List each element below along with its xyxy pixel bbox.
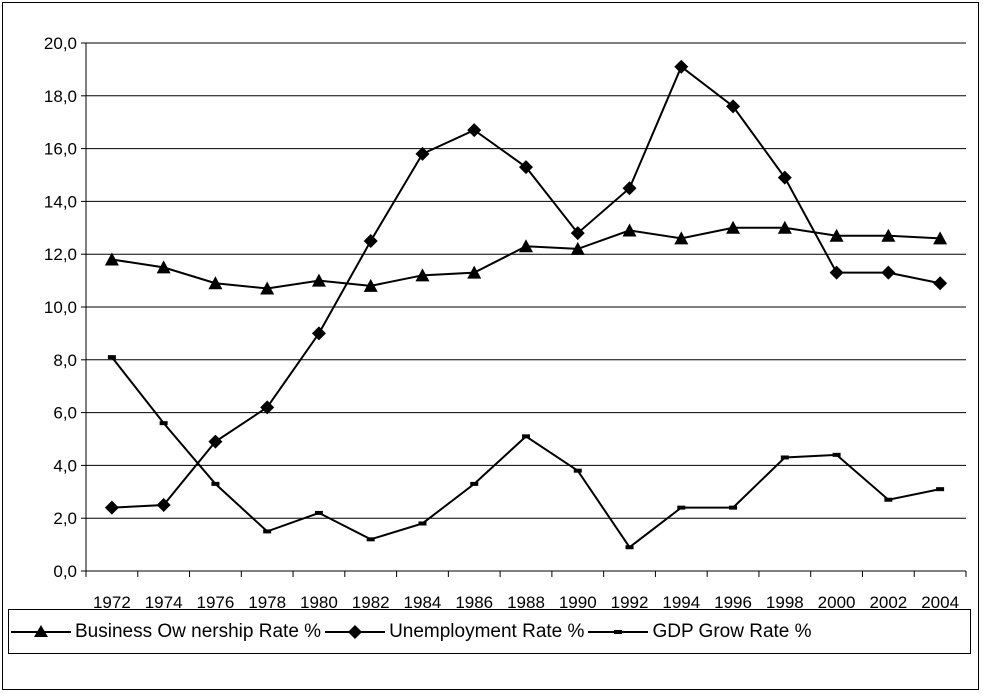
x-tick-label: 1998 <box>766 593 804 612</box>
triangle-point <box>156 260 171 274</box>
triangle-point <box>570 241 585 255</box>
diamond-point <box>933 276 948 291</box>
dash-point <box>677 505 686 510</box>
diamond-point <box>519 160 533 175</box>
y-tick-label: 6,0 <box>53 404 77 423</box>
diamond-point <box>208 434 223 449</box>
diamond-marker-icon <box>325 624 386 639</box>
dash-point <box>366 537 375 542</box>
diamond-point <box>570 226 585 241</box>
dash-point <box>470 481 479 486</box>
y-tick-label: 20,0 <box>44 34 77 53</box>
y-tick-label: 4,0 <box>53 456 77 475</box>
triangle-point <box>674 231 689 245</box>
y-tick-label: 12,0 <box>44 245 77 264</box>
x-tick-label: 2002 <box>869 593 907 612</box>
dash-point <box>159 421 168 426</box>
triangle-marker-icon <box>11 624 71 637</box>
y-tick-label: 14,0 <box>44 192 77 211</box>
y-tick-label: 8,0 <box>53 351 77 370</box>
x-tick-label: 1994 <box>662 593 700 612</box>
triangle-point <box>467 265 482 279</box>
dash-point <box>884 497 893 502</box>
diamond-point <box>260 400 275 415</box>
dash-point <box>936 487 945 492</box>
dash-point <box>418 521 427 526</box>
triangle-point <box>363 278 378 292</box>
dash-point <box>625 545 634 550</box>
triangle-point <box>777 220 792 234</box>
x-tick-label: 1980 <box>300 593 338 612</box>
x-tick-label: 1972 <box>93 593 131 612</box>
chart-legend: Business Ow nership Rate % Unemployment … <box>8 609 971 654</box>
y-tick-label: 10,0 <box>44 298 77 317</box>
x-tick-label: 1986 <box>455 593 493 612</box>
diamond-point <box>467 123 482 138</box>
dash-point <box>780 455 789 460</box>
diamond-point <box>156 498 171 512</box>
diamond-point <box>622 181 637 196</box>
dash-point <box>211 481 220 486</box>
x-tick-label: 1992 <box>611 593 649 612</box>
y-tick-label: 2,0 <box>53 509 77 528</box>
legend-label-unemployment: Unemployment Rate % <box>389 620 585 642</box>
diamond-point <box>829 265 844 280</box>
diamond-point <box>363 234 378 248</box>
diamond-point <box>881 265 896 280</box>
dash-point <box>263 529 272 534</box>
diamond-point <box>777 170 792 185</box>
legend-item-gdp-growth: GDP Grow Rate % <box>588 620 812 643</box>
legend-item-unemployment: Unemployment Rate % <box>325 621 584 643</box>
diamond-point <box>415 146 430 161</box>
triangle-point <box>311 273 326 287</box>
triangle-point <box>829 228 844 242</box>
triangle-point <box>519 239 533 253</box>
dash-point <box>522 434 530 439</box>
diamond-point <box>726 99 741 114</box>
y-tick-label: 18,0 <box>44 87 77 106</box>
x-tick-label: 1988 <box>507 593 545 612</box>
series-line-1 <box>111 226 941 290</box>
x-tick-label: 1976 <box>196 593 234 612</box>
triangle-point <box>208 276 223 290</box>
triangle-point <box>415 268 430 282</box>
dash-point <box>729 505 738 510</box>
triangle-point <box>881 228 896 242</box>
series-line-2 <box>111 65 941 509</box>
dash-point <box>314 510 323 515</box>
diamond-point <box>104 500 119 515</box>
legend-label-business-ownership: Business Ow nership Rate % <box>75 620 322 642</box>
y-tick-label: 0,0 <box>53 562 77 581</box>
x-tick-label: 2000 <box>818 593 856 612</box>
x-tick-label: 1996 <box>714 593 752 612</box>
triangle-point <box>622 223 637 237</box>
x-tick-label: 1974 <box>145 593 183 612</box>
x-tick-label: 1990 <box>559 593 597 612</box>
dash-marker-icon <box>588 629 649 634</box>
triangle-point <box>260 281 275 295</box>
x-tick-label: 2004 <box>921 593 959 612</box>
legend-label-gdp-growth: GDP Grow Rate % <box>652 620 812 642</box>
dash-point <box>832 452 841 457</box>
series-line-3 <box>111 356 941 549</box>
triangle-point <box>933 231 948 245</box>
y-tick-label: 16,0 <box>44 140 77 159</box>
dash-point <box>107 355 116 360</box>
x-tick-label: 1984 <box>404 593 442 612</box>
triangle-point <box>104 252 119 266</box>
x-tick-label: 1982 <box>352 593 390 612</box>
diamond-point <box>674 59 689 74</box>
triangle-point <box>726 220 741 234</box>
legend-item-business-ownership: Business Ow nership Rate % <box>11 621 321 643</box>
x-tick-label: 1978 <box>248 593 286 612</box>
diamond-point <box>311 326 326 341</box>
dash-point <box>573 468 582 473</box>
